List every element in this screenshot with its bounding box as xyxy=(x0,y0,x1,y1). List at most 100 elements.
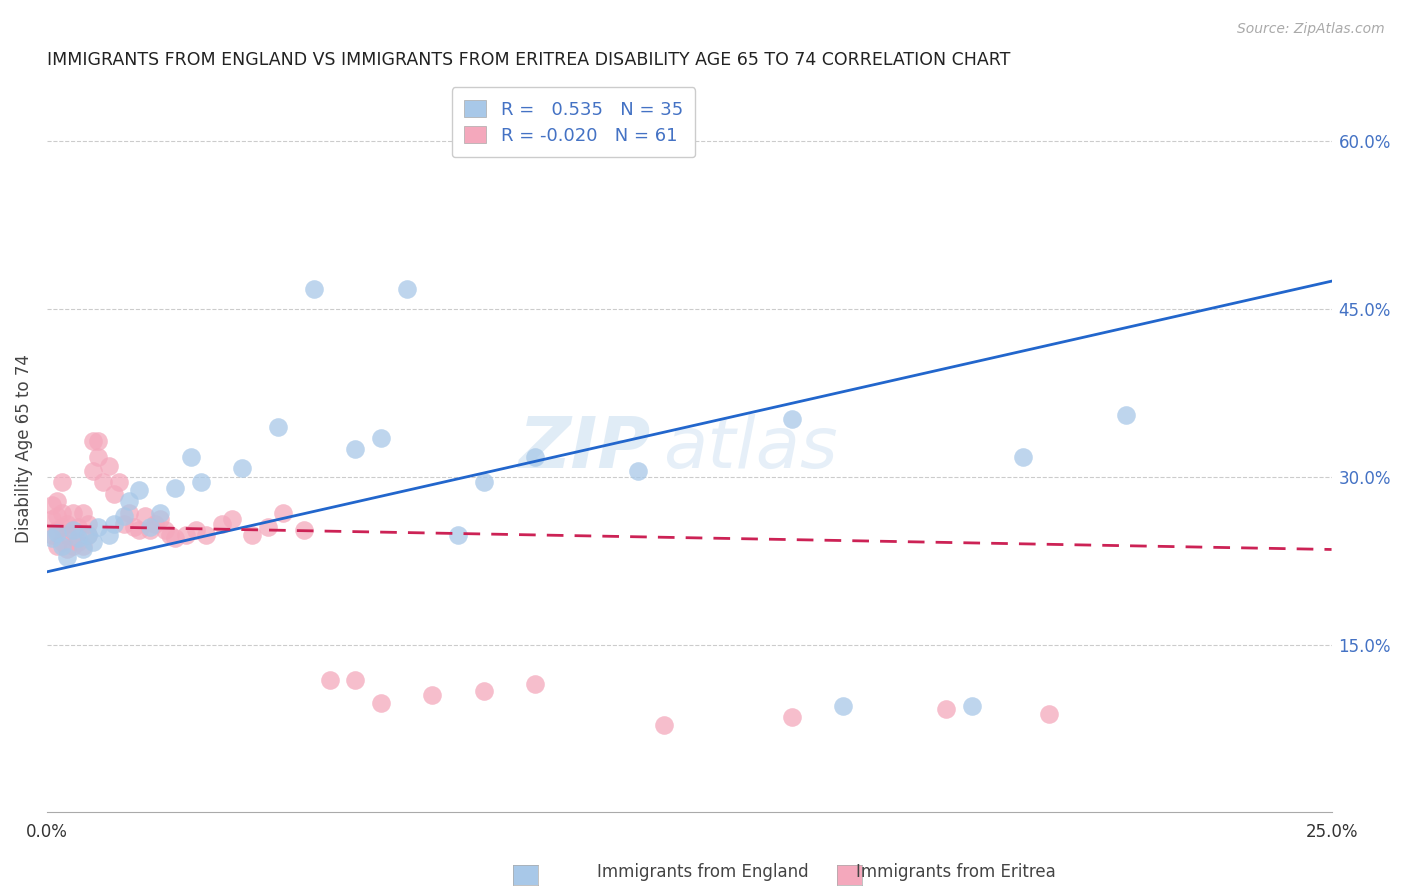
Point xyxy=(344,673,367,688)
Point xyxy=(302,282,325,296)
Point xyxy=(153,524,176,538)
Point xyxy=(41,512,63,526)
Point xyxy=(524,676,547,690)
Point xyxy=(231,461,253,475)
Point xyxy=(271,506,294,520)
Point xyxy=(56,528,79,542)
Point xyxy=(51,534,73,549)
Point xyxy=(66,534,89,549)
Point xyxy=(97,458,120,473)
Point xyxy=(112,508,135,523)
Text: atlas: atlas xyxy=(664,415,838,483)
Point xyxy=(832,698,855,713)
Point xyxy=(77,528,100,542)
Point xyxy=(77,516,100,531)
Point xyxy=(51,506,73,520)
Point xyxy=(159,528,181,542)
Point xyxy=(93,475,115,490)
Point xyxy=(112,516,135,531)
Point xyxy=(370,696,392,710)
Point xyxy=(195,528,218,542)
Point xyxy=(627,464,650,478)
Point xyxy=(935,702,957,716)
Point xyxy=(72,506,94,520)
Text: Immigrants from England: Immigrants from England xyxy=(598,863,808,881)
Point xyxy=(267,419,290,434)
Point xyxy=(97,528,120,542)
Point xyxy=(221,512,243,526)
Point xyxy=(62,539,84,553)
Point xyxy=(51,475,73,490)
Point xyxy=(87,520,110,534)
Point xyxy=(62,524,84,538)
Point xyxy=(134,508,156,523)
Point xyxy=(122,520,145,534)
Point xyxy=(370,431,392,445)
Point xyxy=(180,450,202,464)
Point xyxy=(165,531,187,545)
Point xyxy=(41,498,63,512)
Point xyxy=(51,520,73,534)
Point xyxy=(108,475,131,490)
Point xyxy=(82,464,104,478)
Point xyxy=(174,528,197,542)
Point xyxy=(72,542,94,557)
Point xyxy=(184,524,207,538)
Point xyxy=(46,494,69,508)
Point xyxy=(395,282,418,296)
Legend: R =   0.535   N = 35, R = -0.020   N = 61: R = 0.535 N = 35, R = -0.020 N = 61 xyxy=(451,87,696,157)
Text: Immigrants from Eritrea: Immigrants from Eritrea xyxy=(856,863,1056,881)
Point xyxy=(56,550,79,565)
Point xyxy=(62,524,84,538)
Point xyxy=(128,483,150,498)
Point xyxy=(780,710,803,724)
Point xyxy=(128,524,150,538)
Point xyxy=(960,698,983,713)
Point xyxy=(318,673,340,688)
Point xyxy=(41,531,63,545)
Point xyxy=(66,531,89,545)
Point xyxy=(138,520,160,534)
Point xyxy=(118,494,141,508)
Point xyxy=(211,516,233,531)
Point xyxy=(344,442,367,456)
Point xyxy=(190,475,212,490)
Text: ZIP: ZIP xyxy=(519,415,651,483)
Point xyxy=(149,506,172,520)
Point xyxy=(56,516,79,531)
Point xyxy=(87,434,110,448)
Point xyxy=(118,506,141,520)
Text: IMMIGRANTS FROM ENGLAND VS IMMIGRANTS FROM ERITREA DISABILITY AGE 65 TO 74 CORRE: IMMIGRANTS FROM ENGLAND VS IMMIGRANTS FR… xyxy=(46,51,1011,69)
Point xyxy=(41,528,63,542)
Point xyxy=(103,486,125,500)
Point xyxy=(165,481,187,495)
Point xyxy=(56,542,79,557)
Point xyxy=(46,539,69,553)
Point xyxy=(420,688,443,702)
Point xyxy=(292,524,315,538)
Point xyxy=(82,534,104,549)
Point xyxy=(138,524,160,538)
Point xyxy=(82,434,104,448)
Point xyxy=(77,528,100,542)
Point xyxy=(447,528,470,542)
Point xyxy=(46,525,69,540)
Point xyxy=(62,506,84,520)
Point xyxy=(1012,450,1035,464)
Point xyxy=(72,539,94,553)
Point xyxy=(242,528,264,542)
Text: Source: ZipAtlas.com: Source: ZipAtlas.com xyxy=(1237,22,1385,37)
Point xyxy=(143,516,166,531)
Point xyxy=(472,684,495,698)
Point xyxy=(524,450,547,464)
Point xyxy=(87,450,110,464)
Point xyxy=(1038,706,1060,721)
Point xyxy=(46,508,69,523)
Point xyxy=(1115,409,1137,423)
Point xyxy=(652,718,675,732)
Point xyxy=(257,520,280,534)
Point xyxy=(780,411,803,425)
Point xyxy=(103,516,125,531)
Point xyxy=(472,475,495,490)
Point xyxy=(149,512,172,526)
